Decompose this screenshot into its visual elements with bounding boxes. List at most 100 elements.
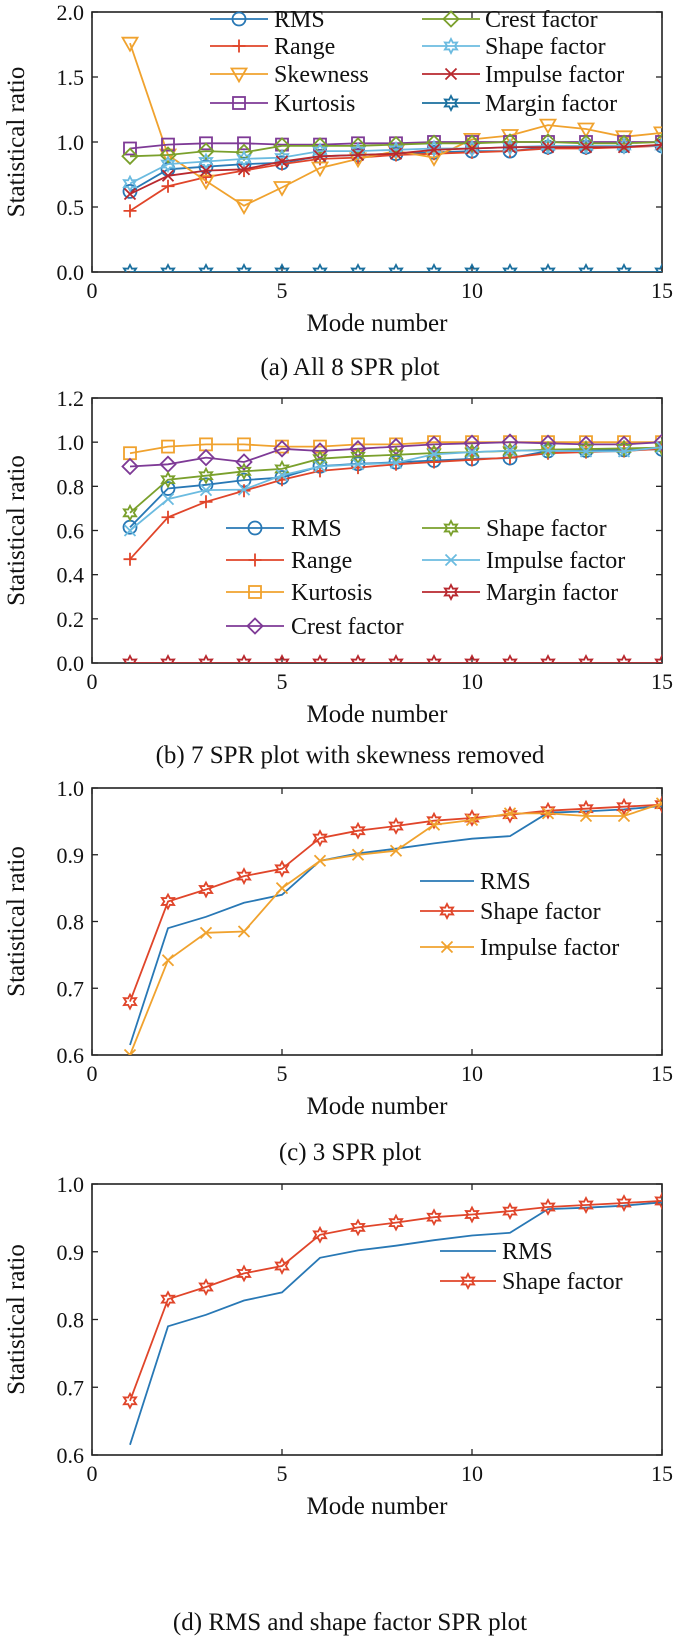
data-point	[236, 1264, 252, 1283]
data-point	[427, 448, 441, 461]
data-point	[616, 797, 632, 816]
data-point	[275, 155, 289, 168]
series-line	[129, 1201, 662, 1446]
series-line	[129, 144, 662, 185]
data-point	[161, 179, 175, 193]
data-point	[161, 439, 175, 454]
legend-label: RMS	[480, 869, 531, 895]
series-line	[129, 441, 662, 455]
data-point	[274, 859, 290, 878]
y-tick-label: 0.6	[57, 519, 85, 544]
data-point	[541, 444, 555, 457]
data-point	[199, 926, 213, 939]
data-point	[540, 654, 556, 663]
x-tick-label: 0	[87, 278, 98, 303]
data-point	[464, 443, 480, 462]
data-point	[387, 135, 405, 154]
legend-marker	[443, 519, 459, 537]
data-point	[122, 654, 138, 663]
data-point	[426, 444, 442, 462]
panel-caption: (a) All 8 SPR plot	[260, 354, 439, 381]
x-tick-label: 15	[651, 1461, 673, 1486]
series-line	[129, 803, 662, 1002]
data-point	[540, 1198, 556, 1216]
data-point	[464, 139, 480, 158]
legend-marker	[443, 94, 459, 112]
data-point	[236, 149, 252, 168]
data-point	[503, 444, 517, 457]
data-point	[237, 925, 251, 938]
data-point	[312, 829, 328, 848]
data-point	[617, 809, 631, 823]
data-point	[388, 263, 404, 272]
data-point	[123, 187, 137, 201]
data-point	[424, 151, 444, 167]
y-tick-label: 1.0	[57, 776, 85, 801]
legend-entry-impulse-factor: Impulse factor	[422, 548, 625, 574]
legend-entry-margin-factor: Margin factor	[422, 91, 617, 117]
data-point	[274, 148, 290, 167]
legend-label: Range	[291, 548, 352, 574]
chart-panel-b: 0 5 10 15 0.0 0.2 0.4 0.6 0.8 1.0 1.2 Mode number St…	[3, 386, 673, 769]
legend-marker	[247, 520, 263, 536]
legend-marker	[232, 96, 246, 110]
legend-label: Skewness	[274, 62, 369, 88]
data-point	[122, 263, 138, 272]
data-point	[122, 174, 138, 193]
data-point	[349, 137, 367, 155]
legend: RMS Range Kurtosis Crest factor Shape factor…	[226, 516, 625, 640]
data-point	[237, 437, 251, 452]
data-point	[235, 453, 253, 471]
data-point	[616, 136, 632, 155]
data-point	[388, 817, 404, 835]
data-point	[652, 126, 662, 143]
data-point	[386, 144, 406, 161]
legend-marker	[232, 39, 246, 53]
data-point	[161, 954, 175, 967]
x-tick-label: 0	[87, 1061, 98, 1086]
data-point	[502, 654, 518, 663]
y-axis-label: Statistical ratio	[3, 67, 30, 218]
data-point	[617, 141, 631, 154]
data-point	[273, 440, 291, 458]
data-point	[654, 438, 662, 457]
series-rms	[129, 1201, 662, 1446]
data-point	[655, 441, 662, 454]
data-point	[199, 136, 213, 151]
data-point	[540, 440, 556, 459]
legend-entry-kurtosis: Kurtosis	[210, 91, 355, 117]
y-tick-label: 0.2	[57, 607, 85, 632]
data-point	[161, 137, 175, 152]
legend-marker	[444, 553, 458, 567]
x-tick-label: 5	[277, 1461, 288, 1486]
data-point	[272, 181, 292, 197]
data-point	[234, 199, 254, 216]
data-point	[579, 809, 593, 823]
data-point	[464, 263, 480, 272]
data-point	[388, 654, 404, 663]
x-tick-label: 10	[461, 669, 483, 694]
data-point	[615, 134, 633, 153]
legend-entry-crest-factor: Crest factor	[422, 7, 598, 33]
data-point	[351, 848, 365, 861]
x-tick-label: 5	[277, 669, 288, 694]
series-shape-factor	[122, 795, 662, 1011]
y-tick-label: 1.0	[57, 130, 85, 155]
data-point	[578, 136, 594, 155]
x-tick-label: 5	[277, 278, 288, 303]
legend-marker	[460, 1272, 476, 1290]
legend-entry-rms: RMS	[210, 7, 325, 33]
chart-panel-d: 0 5 10 15 0.6 0.7 0.8 0.9 1.0 Mode number Statisti…	[3, 1172, 673, 1636]
data-point	[541, 807, 555, 820]
data-point	[161, 510, 175, 524]
data-point	[313, 854, 327, 867]
data-point	[122, 503, 138, 522]
data-point	[121, 147, 139, 166]
series-impulse-factor	[123, 441, 662, 537]
legend: RMS Shape factor Impulse factor	[420, 869, 619, 961]
data-point	[313, 150, 327, 163]
legend-marker	[248, 585, 262, 599]
data-point	[389, 844, 403, 857]
